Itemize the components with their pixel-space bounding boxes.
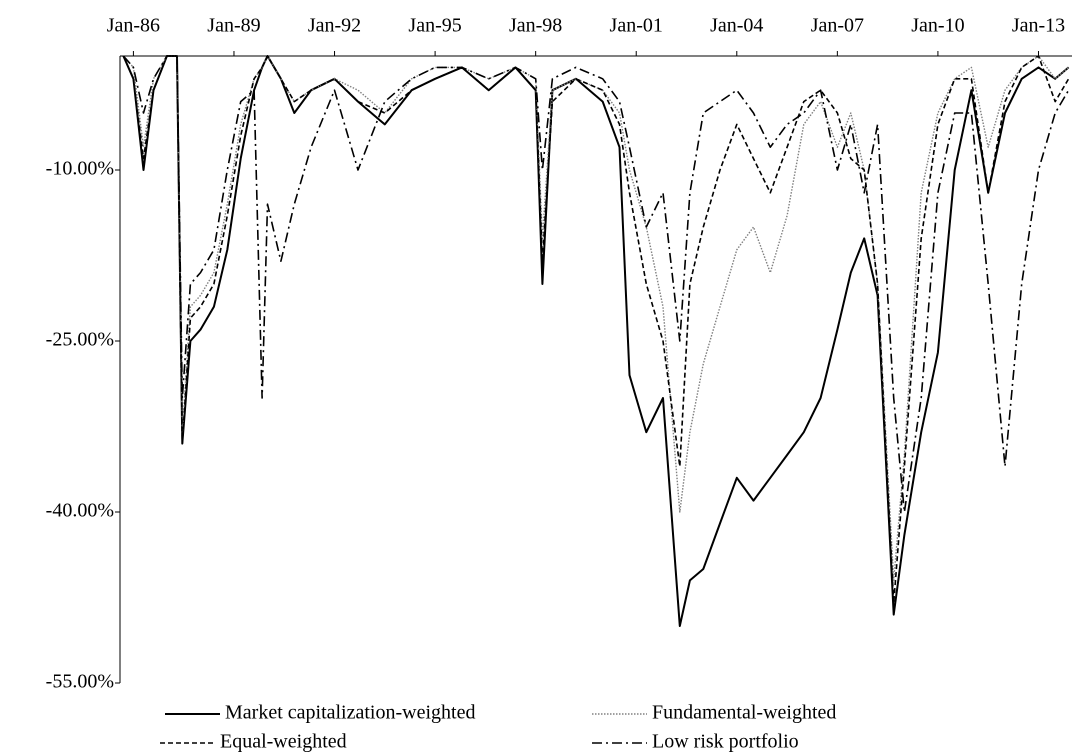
legend-label: Low risk portfolio xyxy=(652,731,799,753)
y-tick-label: -40.00% xyxy=(46,500,114,522)
x-tick-label: Jan-10 xyxy=(911,15,964,37)
x-tick-label: Jan-86 xyxy=(107,15,160,37)
series-line xyxy=(122,55,1070,513)
legend-label: Market capitalization-weighted xyxy=(225,702,475,724)
series-line xyxy=(122,55,1070,627)
x-tick-label: Jan-07 xyxy=(811,15,864,37)
x-tick-label: Jan-98 xyxy=(509,15,562,37)
legend-label: Fundamental-weighted xyxy=(652,702,836,724)
y-tick-label: -10.00% xyxy=(46,158,114,180)
x-tick-label: Jan-01 xyxy=(610,15,663,37)
x-tick-label: Jan-95 xyxy=(408,15,461,37)
legend-label: Equal-weighted xyxy=(220,731,347,753)
x-tick-label: Jan-92 xyxy=(308,15,361,37)
x-tick-label: Jan-13 xyxy=(1012,15,1065,37)
x-tick-label: Jan-89 xyxy=(207,15,260,37)
series-line xyxy=(122,55,1070,582)
y-tick-label: -25.00% xyxy=(46,329,114,351)
y-tick-label: -55.00% xyxy=(46,671,114,693)
x-tick-label: Jan-04 xyxy=(710,15,763,37)
